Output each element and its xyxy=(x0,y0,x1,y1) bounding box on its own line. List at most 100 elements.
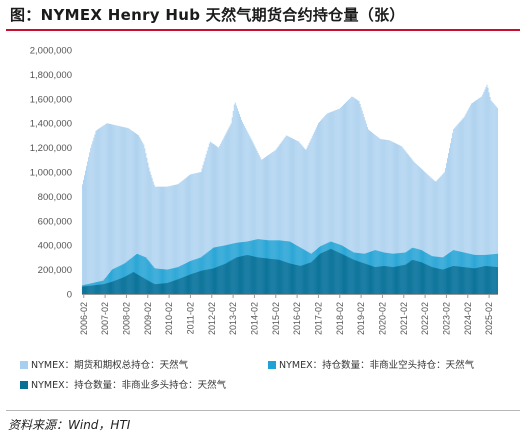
series-3-bar xyxy=(252,256,254,294)
x-tick-label: 2010-02 xyxy=(164,302,174,335)
y-tick-label: 600,000 xyxy=(38,216,72,227)
series-3-bar xyxy=(332,249,334,294)
series-3-bar xyxy=(96,284,98,294)
series-3-bar xyxy=(174,280,176,294)
series-3-bar xyxy=(217,266,219,294)
series-1-bar xyxy=(285,135,287,294)
series-1-bar xyxy=(480,97,482,294)
series-3-bar xyxy=(275,259,277,294)
series-1-bar xyxy=(395,143,396,294)
series-1-bar xyxy=(440,175,442,294)
series-1-bar xyxy=(399,145,401,294)
series-1-bar xyxy=(244,126,246,294)
series-1-bar xyxy=(294,139,296,294)
series-3-bar xyxy=(116,279,118,294)
series-1-bar xyxy=(291,137,292,294)
series-1-bar xyxy=(404,150,406,294)
series-2-bar xyxy=(152,266,154,294)
y-tick-label: 1,000,000 xyxy=(30,168,72,179)
series-3-bar xyxy=(361,262,363,294)
x-tick-label: 2023-02 xyxy=(441,302,451,335)
series-1-bar xyxy=(135,133,136,294)
series-1-bar xyxy=(224,135,226,294)
series-3-bar xyxy=(150,282,152,294)
series-3-bar xyxy=(132,272,134,294)
series-1-bar xyxy=(255,148,257,294)
series-1-bar xyxy=(259,157,261,294)
series-3-bar xyxy=(208,269,210,294)
series-1-bar xyxy=(338,108,340,295)
series-3-bar xyxy=(333,250,335,294)
series-3-bar xyxy=(467,267,469,294)
series-3-bar xyxy=(119,278,121,294)
series-1-bar xyxy=(236,108,238,294)
series-3-bar xyxy=(198,271,200,294)
series-1-bar xyxy=(372,132,374,294)
series-1-bar xyxy=(232,110,234,295)
series-1-bar xyxy=(161,186,162,294)
series-1-bar xyxy=(133,132,135,294)
series-3-bar xyxy=(425,264,427,294)
series-1-bar xyxy=(364,120,366,294)
series-1-bar xyxy=(299,142,301,294)
series-3-bar xyxy=(185,276,187,294)
series-1-bar xyxy=(89,152,91,294)
series-3-bar xyxy=(117,279,119,294)
series-3-bar xyxy=(432,267,434,294)
series-2-bar xyxy=(158,268,160,294)
series-3-bar xyxy=(303,264,305,294)
series-3-bar xyxy=(104,283,106,294)
series-1-bar xyxy=(152,181,154,294)
series-1-bar xyxy=(217,146,219,294)
series-3-bar xyxy=(460,266,462,294)
series-3-bar xyxy=(155,284,157,294)
series-1-bar xyxy=(223,137,225,294)
series-3-bar xyxy=(359,261,361,294)
series-1-bar xyxy=(303,147,305,294)
series-1-bar xyxy=(388,140,390,294)
series-1-bar xyxy=(120,126,122,295)
series-1-bar xyxy=(279,144,281,294)
series-1-bar xyxy=(191,174,193,294)
series-3-bar xyxy=(98,284,100,294)
series-1-bar xyxy=(155,186,157,294)
series-3-bar xyxy=(450,266,452,294)
series-3-bar xyxy=(413,260,415,294)
series-3-bar xyxy=(88,285,90,294)
series-1-bar xyxy=(163,186,164,294)
series-3-bar xyxy=(346,256,348,294)
series-1-bar xyxy=(263,157,265,294)
series-3-bar xyxy=(338,252,340,294)
series-3-bar xyxy=(443,269,445,294)
series-3-bar xyxy=(466,267,468,294)
series-1-bar xyxy=(317,125,318,294)
x-tick-label: 2006-02 xyxy=(79,302,89,335)
series-1-bar xyxy=(460,120,462,294)
series-2-bar xyxy=(169,269,171,294)
series-1-bar xyxy=(249,136,251,294)
series-1-bar xyxy=(325,115,327,294)
series-3-bar xyxy=(313,259,315,294)
series-3-bar xyxy=(203,270,205,294)
y-tick-label: 0 xyxy=(67,290,72,301)
series-3-bar xyxy=(205,269,207,294)
series-1-bar xyxy=(115,125,117,295)
series-2-bar xyxy=(139,254,141,294)
series-1-bar xyxy=(131,130,133,294)
series-3-bar xyxy=(344,255,345,294)
series-3-bar xyxy=(215,267,216,294)
series-1-bar xyxy=(363,117,365,294)
series-3-bar xyxy=(233,258,235,294)
series-1-bar xyxy=(123,127,125,294)
series-3-bar xyxy=(248,255,250,294)
series-3-bar xyxy=(327,250,329,294)
series-3-bar xyxy=(228,261,230,294)
series-3-bar xyxy=(133,272,135,294)
series-1-bar xyxy=(276,148,278,294)
series-3-bar xyxy=(243,255,245,294)
series-1-bar xyxy=(97,129,99,294)
series-1-bar xyxy=(192,173,194,294)
series-3-bar xyxy=(237,256,239,294)
series-3-bar xyxy=(397,266,398,294)
series-3-bar xyxy=(247,255,249,294)
